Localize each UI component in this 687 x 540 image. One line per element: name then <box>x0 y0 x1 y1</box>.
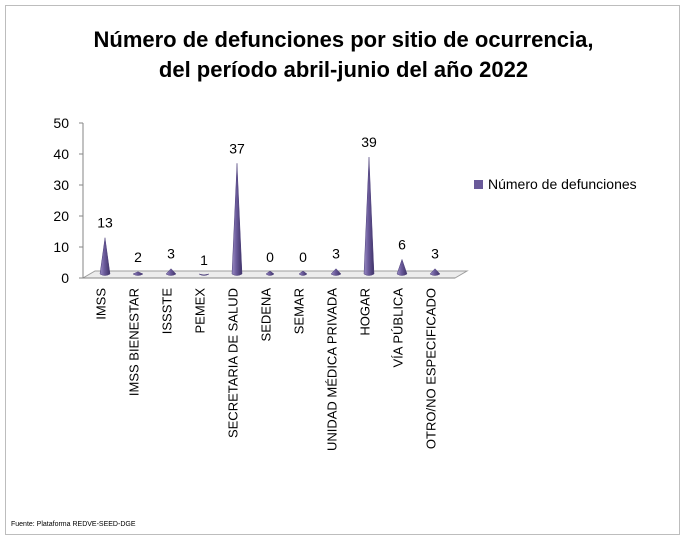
chart-title: Número de defunciones por sitio de ocurr… <box>0 25 687 85</box>
data-label: 0 <box>299 249 307 265</box>
cone-bar <box>265 270 275 276</box>
cone-bar <box>165 268 177 276</box>
y-tick-label: 10 <box>53 239 69 255</box>
category-label: UNIDAD MÉDICA PRIVADA <box>325 288 340 451</box>
data-label: 3 <box>167 246 175 262</box>
category-label: VÍA PÚBLICA <box>391 288 406 368</box>
category-label: SECRETARIA DE SALUD <box>226 288 241 438</box>
legend-swatch <box>474 179 483 189</box>
category-label: IMSS BIENESTAR <box>127 288 142 396</box>
cone-bar <box>298 270 308 276</box>
category-label: SEMAR <box>292 288 307 334</box>
data-label: 3 <box>431 246 439 262</box>
cone-bar <box>99 237 111 276</box>
category-label: OTRO/NO ESPECIFICADO <box>424 288 439 449</box>
data-label: 2 <box>134 249 142 265</box>
cone-bar <box>396 258 408 276</box>
data-label: 0 <box>266 249 274 265</box>
category-label: ISSSTE <box>160 288 175 335</box>
y-tick-label: 50 <box>53 115 69 131</box>
data-label: 39 <box>361 134 377 150</box>
category-label: PEMEX <box>193 288 208 334</box>
data-label: 1 <box>200 252 208 268</box>
cone-bar <box>231 163 243 276</box>
y-tick-label: 30 <box>53 177 69 193</box>
data-label: 6 <box>398 236 406 252</box>
cone-bar <box>198 273 210 276</box>
cone-bar <box>132 271 144 276</box>
y-tick-label: 40 <box>53 146 69 162</box>
y-tick-label: 0 <box>61 270 69 286</box>
category-label: SEDENA <box>259 288 274 342</box>
cone-bar <box>429 268 441 276</box>
data-label: 13 <box>97 215 113 231</box>
cone-bar <box>330 268 342 276</box>
data-label: 3 <box>332 246 340 262</box>
chart-frame <box>5 5 680 535</box>
legend-label: Número de defunciones <box>488 176 637 192</box>
legend: Número de defunciones <box>474 176 637 192</box>
category-label: IMSS <box>94 288 109 320</box>
source-note: Fuente: Plataforma REDVE-SEED-DGE <box>11 521 136 528</box>
cone-bar <box>363 157 375 276</box>
data-label: 37 <box>229 140 245 156</box>
category-label: HOGAR <box>358 288 373 336</box>
chart-title-line-1: Número de defunciones por sitio de ocurr… <box>93 27 594 52</box>
chart-title-line-2: del período abril-junio del año 2022 <box>158 57 529 82</box>
y-tick-label: 20 <box>53 208 69 224</box>
